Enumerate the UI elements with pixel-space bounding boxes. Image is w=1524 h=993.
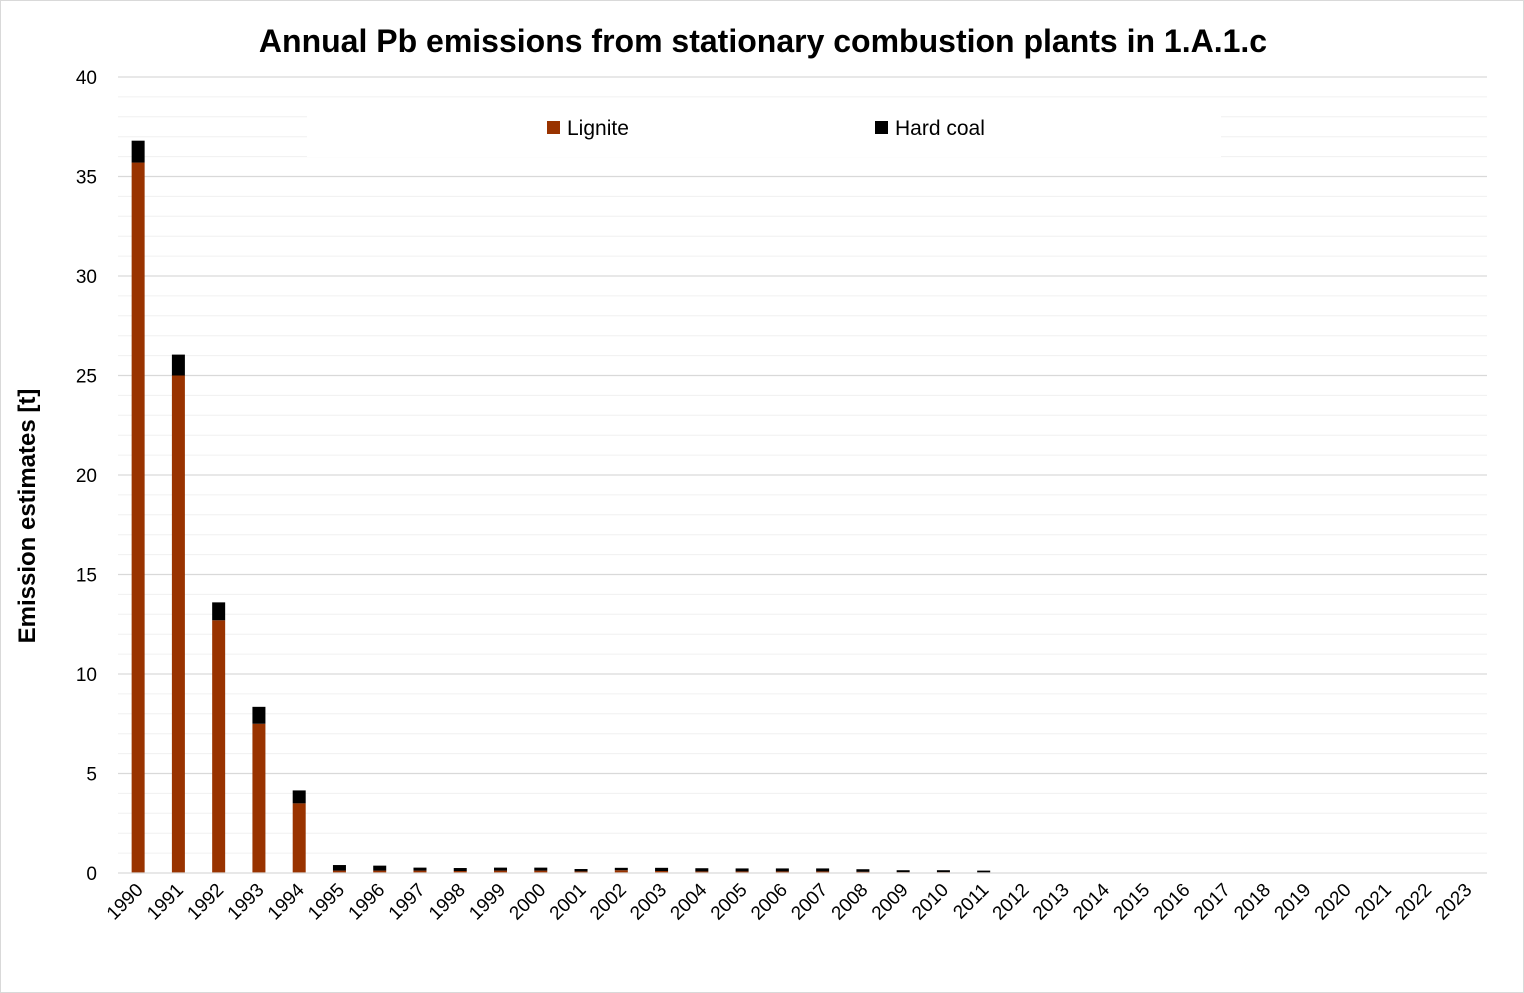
legend-background xyxy=(307,107,1221,157)
bar-lignite-2002 xyxy=(614,870,628,873)
bar-lignite-2000 xyxy=(534,870,548,873)
bar-hard-coal-1998 xyxy=(453,868,467,872)
bar-lignite-1995 xyxy=(332,870,346,873)
y-tick-label: 35 xyxy=(76,168,97,189)
x-tick-label: 2009 xyxy=(868,880,913,925)
bar-hard-coal-2006 xyxy=(775,868,789,872)
grid-layer xyxy=(118,76,1487,854)
y-tick-label: 0 xyxy=(86,864,97,885)
x-tick-label: 1998 xyxy=(425,880,470,925)
bar-lignite-1997 xyxy=(413,870,427,873)
bar-lignite-1994 xyxy=(292,803,306,873)
bar-hard-coal-1996 xyxy=(373,865,387,871)
x-tick-label: 2023 xyxy=(1432,880,1477,925)
y-tick-label: 10 xyxy=(76,665,97,686)
bar-hard-coal-1997 xyxy=(413,867,427,871)
x-tick-label: 2010 xyxy=(908,880,953,925)
bar-lignite-2006 xyxy=(775,871,789,873)
x-tick-label: 2005 xyxy=(707,880,752,925)
y-tick-label: 15 xyxy=(76,566,97,587)
bar-hard-coal-2007 xyxy=(816,868,830,872)
x-tick-label: 2006 xyxy=(747,880,792,925)
legend-swatch-hard-coal xyxy=(875,121,888,134)
bar-hard-coal-2003 xyxy=(655,867,669,872)
bar-hard-coal-1993 xyxy=(252,706,266,724)
x-tick-label: 1991 xyxy=(143,880,188,925)
bar-lignite-1990 xyxy=(131,162,145,873)
bar-lignite-1996 xyxy=(373,870,387,873)
x-tick-label: 2011 xyxy=(949,880,993,924)
y-tick-label: 20 xyxy=(76,466,97,487)
x-tick-label: 2002 xyxy=(586,880,631,925)
x-tick-label: 2015 xyxy=(1110,880,1155,925)
y-tick-label: 30 xyxy=(76,267,97,288)
bar-hard-coal-2005 xyxy=(735,868,749,872)
bar-lignite-2001 xyxy=(574,871,588,873)
y-axis-label: Emission estimates [t] xyxy=(14,389,41,644)
x-tick-label: 1993 xyxy=(224,880,269,925)
bar-lignite-1999 xyxy=(494,870,508,873)
bar-hard-coal-2008 xyxy=(856,869,870,872)
x-tick-label: 1994 xyxy=(264,879,309,924)
y-tick-label: 25 xyxy=(76,367,97,388)
y-tick-label: 5 xyxy=(86,765,97,786)
bar-hard-coal-1992 xyxy=(212,602,226,621)
x-tick-label: 1997 xyxy=(385,880,430,925)
x-tick-label: 1999 xyxy=(465,880,510,925)
bar-hard-coal-2001 xyxy=(574,869,588,872)
bar-hard-coal-1991 xyxy=(171,354,185,376)
x-tick-label: 2014 xyxy=(1069,879,1114,924)
legend: Lignite Hard coal xyxy=(307,107,1221,157)
bar-lignite-2004 xyxy=(695,871,709,873)
x-tick-label: 2007 xyxy=(787,880,832,925)
x-tick-label: 2022 xyxy=(1391,880,1436,925)
bars-layer xyxy=(131,140,991,873)
x-tick-label: 1992 xyxy=(183,880,228,925)
bar-hard-coal-2010 xyxy=(936,870,950,873)
x-tick-label: 1995 xyxy=(304,880,349,925)
bar-lignite-2007 xyxy=(816,871,830,873)
bar-lignite-1992 xyxy=(212,620,226,873)
bar-lignite-2003 xyxy=(655,871,669,873)
bar-hard-coal-2000 xyxy=(534,867,548,871)
bar-hard-coal-2004 xyxy=(695,868,709,872)
bar-lignite-1998 xyxy=(453,871,467,873)
bar-hard-coal-1999 xyxy=(494,867,508,871)
x-tick-label: 2016 xyxy=(1150,880,1195,925)
x-tick-label: 1990 xyxy=(103,880,148,925)
bar-lignite-1991 xyxy=(171,375,185,873)
x-tick-label: 2017 xyxy=(1190,880,1235,925)
legend-label-lignite: Lignite xyxy=(567,117,629,140)
x-tick-label: 2013 xyxy=(1029,880,1074,925)
legend-label-hard-coal: Hard coal xyxy=(895,117,985,140)
legend-swatch-lignite xyxy=(547,121,560,134)
y-tick-label: 40 xyxy=(76,68,97,89)
bar-hard-coal-2011 xyxy=(977,870,991,873)
x-tick-label: 2020 xyxy=(1311,880,1356,925)
x-tick-label: 2018 xyxy=(1230,880,1275,925)
x-tick-label: 2003 xyxy=(626,880,671,925)
bar-lignite-2005 xyxy=(735,871,749,873)
x-tick-label: 1996 xyxy=(345,880,390,925)
bar-hard-coal-1995 xyxy=(332,865,346,871)
bar-hard-coal-2002 xyxy=(614,867,628,871)
x-tick-label: 2000 xyxy=(506,880,551,925)
bar-lignite-1993 xyxy=(252,723,266,873)
x-tick-label: 2004 xyxy=(667,879,712,924)
bar-hard-coal-2009 xyxy=(896,870,910,873)
x-tick-label: 2019 xyxy=(1271,880,1316,925)
x-tick-label: 2001 xyxy=(546,880,591,925)
x-tick-label: 2021 xyxy=(1351,880,1396,925)
bar-hard-coal-1994 xyxy=(292,790,306,804)
chart-title: Annual Pb emissions from stationary comb… xyxy=(259,23,1267,59)
bar-hard-coal-1990 xyxy=(131,140,145,163)
x-tick-label: 2012 xyxy=(989,880,1034,925)
x-tick-label: 2008 xyxy=(828,880,873,925)
